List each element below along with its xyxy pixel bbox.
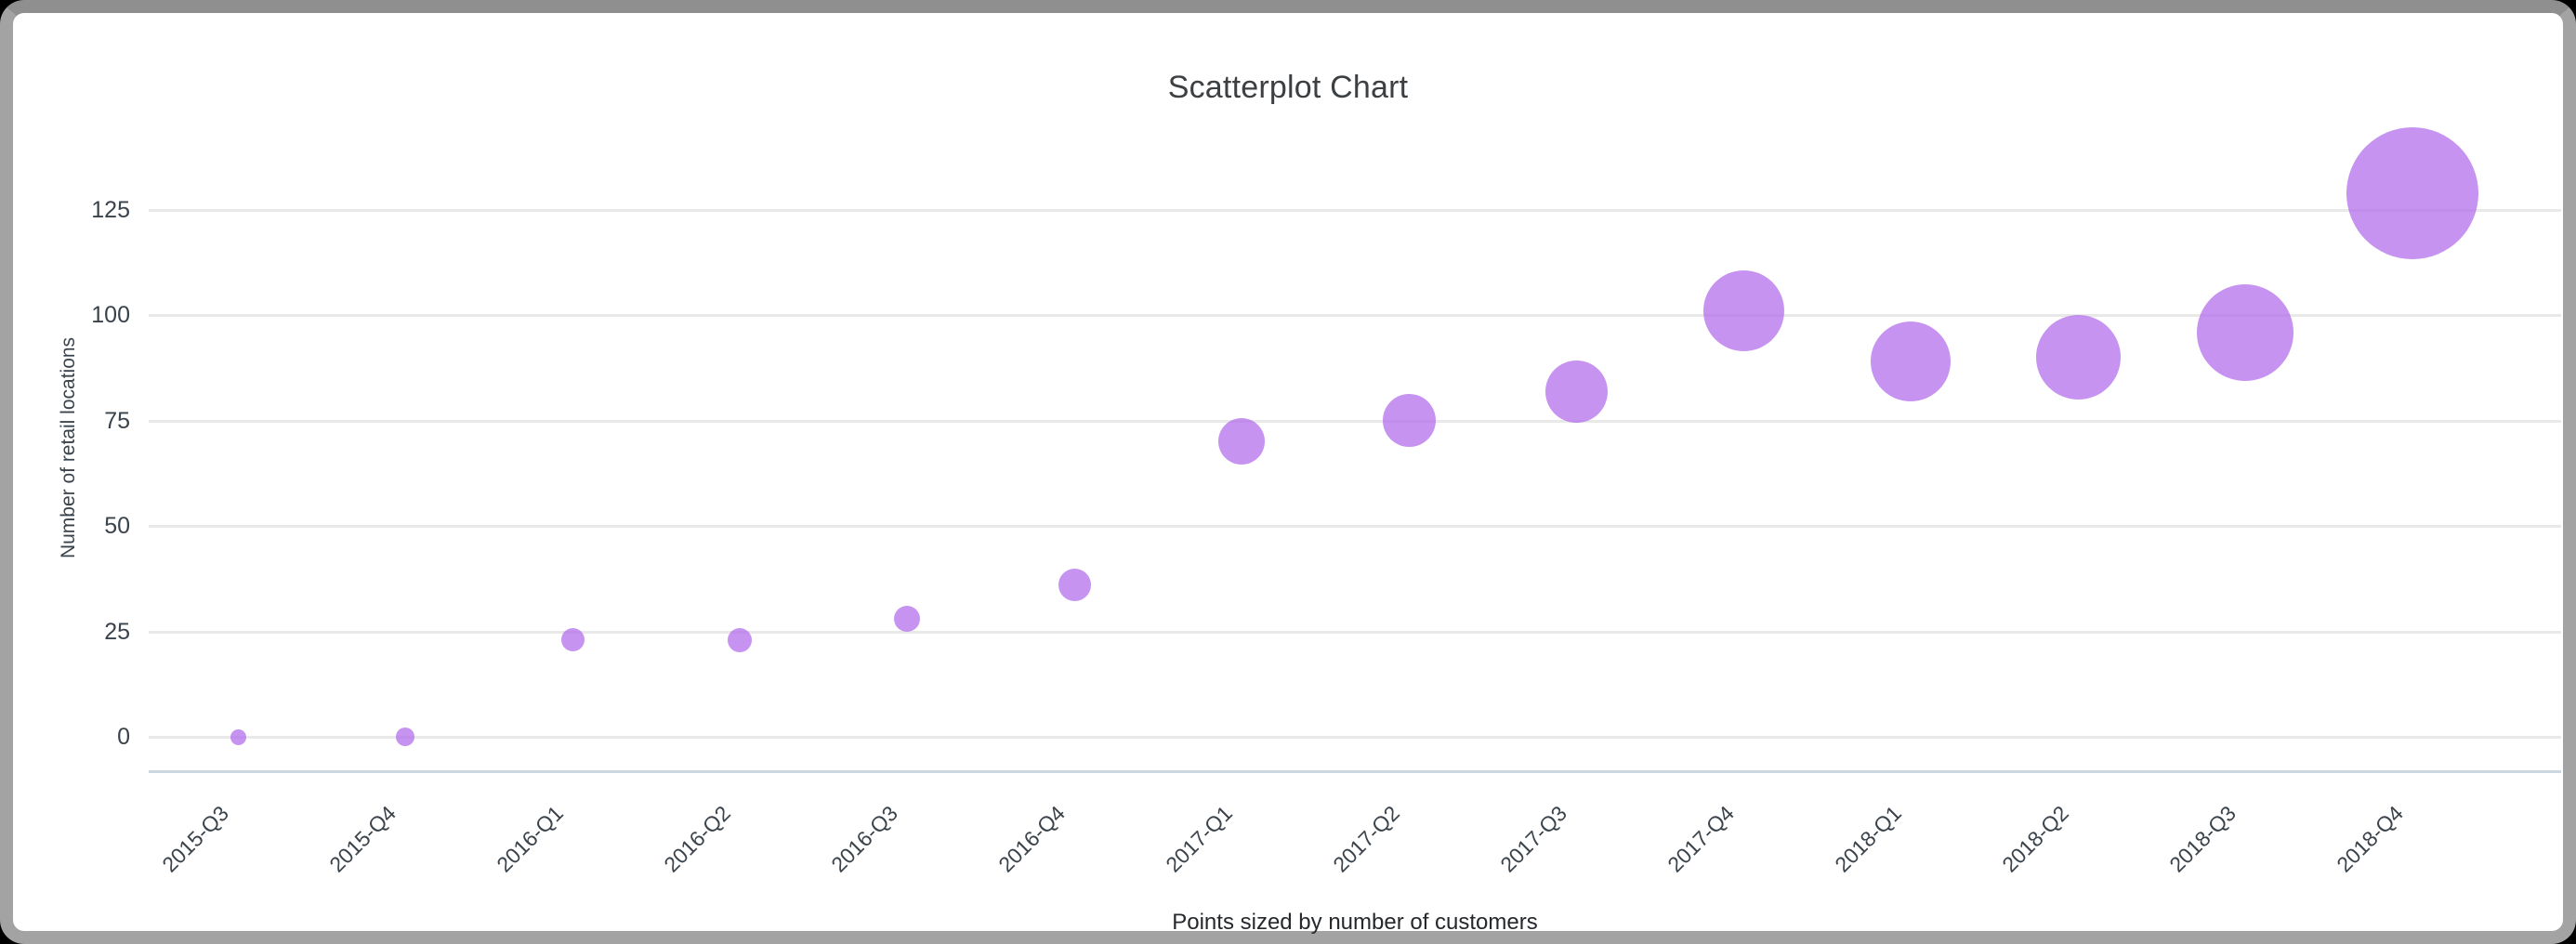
data-point-bubble[interactable]	[2346, 126, 2478, 259]
data-point-bubble[interactable]	[1058, 569, 1091, 602]
x-axis-line	[149, 770, 2561, 773]
y-tick-label: 75	[104, 407, 130, 434]
x-tick-label: 2017-Q1	[1161, 801, 1238, 877]
y-gridline	[149, 419, 2561, 423]
y-gridline	[149, 525, 2561, 529]
x-tick-label: 2017-Q4	[1663, 801, 1740, 877]
y-tick-label: 50	[104, 513, 130, 540]
y-gridline	[149, 314, 2561, 318]
data-point-bubble[interactable]	[894, 605, 920, 632]
x-tick-label: 2016-Q3	[826, 801, 903, 877]
plot-area: 0 25 50 75 100 125 2015-Q3 2015-Q4 2016-Q1 2016-Q…	[13, 13, 2563, 931]
y-tick-label: 100	[91, 302, 130, 329]
y-gridline	[149, 736, 2561, 739]
data-point-bubble[interactable]	[1871, 321, 1951, 402]
x-tick-label: 2017-Q2	[1328, 801, 1405, 877]
y-gridline	[149, 630, 2561, 634]
data-point-bubble[interactable]	[1218, 418, 1265, 465]
x-tick-label: 2016-Q2	[659, 801, 736, 877]
data-point-bubble[interactable]	[1382, 394, 1436, 448]
data-point-bubble[interactable]	[396, 728, 414, 746]
y-tick-label: 0	[117, 724, 130, 750]
data-point-bubble[interactable]	[230, 728, 246, 745]
x-tick-label: 2018-Q4	[2332, 801, 2409, 877]
data-point-bubble[interactable]	[728, 627, 752, 652]
x-tick-label: 2017-Q3	[1495, 801, 1572, 877]
y-tick-label: 125	[91, 197, 130, 223]
chart-title: Scatterplot Chart	[1167, 70, 1409, 105]
x-axis-caption: Points sized by number of customers	[1172, 910, 1538, 935]
data-point-bubble[interactable]	[2197, 283, 2293, 381]
data-point-bubble[interactable]	[2035, 315, 2121, 400]
x-tick-label: 2018-Q3	[2164, 801, 2241, 877]
y-gridline	[149, 209, 2561, 212]
x-tick-label: 2016-Q1	[492, 801, 569, 877]
x-tick-label: 2018-Q1	[1830, 801, 1907, 877]
data-point-bubble[interactable]	[1702, 270, 1784, 352]
x-tick-label: 2018-Q2	[1997, 801, 2074, 877]
data-point-bubble[interactable]	[560, 628, 585, 652]
x-tick-label: 2016-Q4	[993, 801, 1071, 877]
y-tick-label: 25	[104, 618, 130, 645]
x-tick-label: 2015-Q3	[157, 801, 234, 877]
data-point-bubble[interactable]	[1544, 360, 1608, 423]
x-tick-label: 2015-Q4	[324, 801, 401, 877]
